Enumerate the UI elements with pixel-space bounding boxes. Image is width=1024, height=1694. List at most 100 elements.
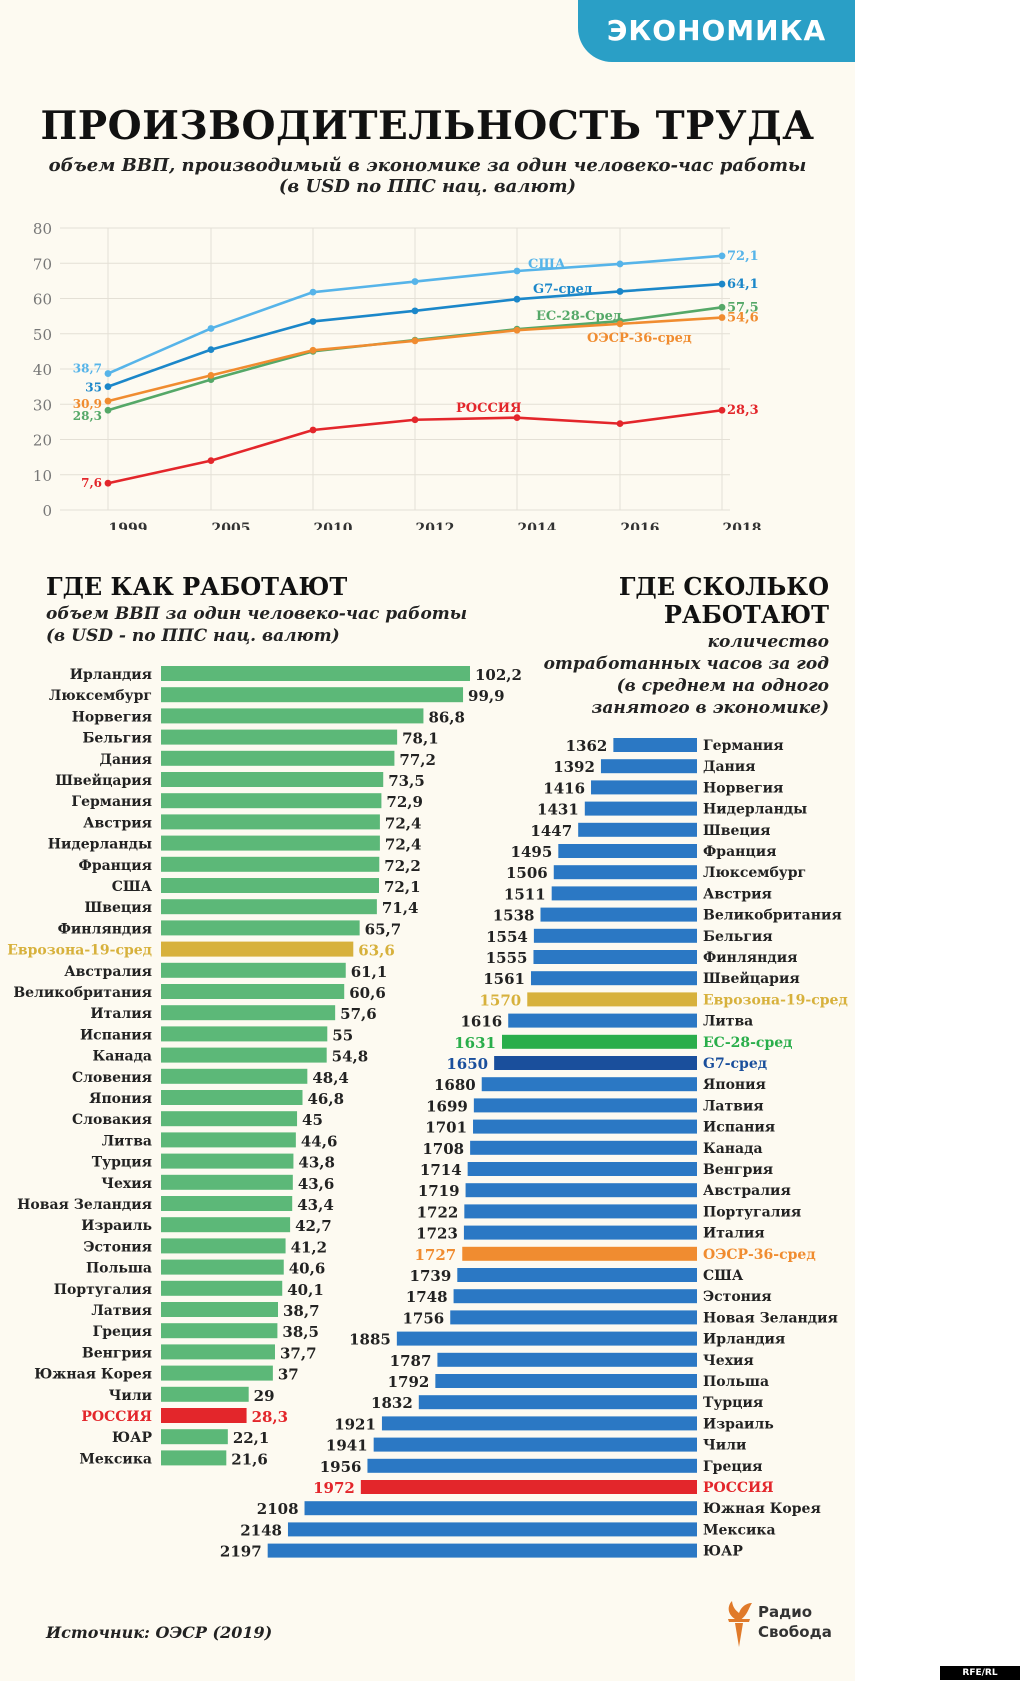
series-start-label: 30,9	[73, 397, 102, 411]
right-bar	[530, 971, 697, 986]
logo-line2: Свобода	[758, 1623, 832, 1641]
right-bar-category: Швеция	[703, 823, 770, 839]
left-bar-value: 37,7	[280, 1344, 317, 1362]
right-bar-category: Япония	[703, 1077, 766, 1093]
right-bar-category: Италия	[703, 1226, 765, 1242]
series-start-label: 38,7	[73, 362, 102, 376]
right-bar-category: Германия	[703, 738, 784, 754]
x-tick-label: 2005	[212, 521, 251, 530]
left-bar	[161, 1365, 273, 1381]
left-bar-value: 43,8	[298, 1154, 335, 1172]
right-bar-value: 1392	[553, 758, 595, 776]
left-bar-value: 72,2	[384, 857, 421, 875]
left-bar-category: Канада	[92, 1049, 152, 1065]
left-bar	[161, 729, 398, 745]
right-bar	[464, 1204, 697, 1219]
data-point	[309, 318, 317, 325]
x-tick-label: 2010	[314, 521, 353, 530]
left-bar-category: РОССИЯ	[81, 1409, 152, 1425]
left-bar-value: 45	[302, 1111, 323, 1129]
right-bar	[508, 1013, 697, 1028]
right-bar-category: Турция	[703, 1395, 763, 1411]
right-bar-value: 1680	[434, 1076, 476, 1094]
left-bar	[161, 962, 346, 978]
right-bar-category: Люксембург	[703, 865, 806, 881]
left-bar-value: 41,2	[291, 1238, 328, 1256]
right-bar-value: 1885	[349, 1331, 391, 1349]
left-chart-title: ГДЕ КАК РАБОТАЮТ	[46, 572, 348, 601]
left-bar	[161, 835, 380, 851]
right-bar-value: 1941	[326, 1437, 368, 1455]
right-bar-category: Испания	[703, 1120, 775, 1136]
left-bar	[161, 1323, 278, 1339]
series-name-label: ОЭСР-36-сред	[587, 331, 692, 346]
right-bar-category: Мексика	[703, 1522, 776, 1538]
series-name-label: РОССИЯ	[456, 401, 522, 416]
left-bar	[161, 1132, 296, 1148]
left-bar-value: 46,8	[307, 1090, 344, 1108]
right-bar-category: Ирландия	[703, 1332, 785, 1348]
data-point	[207, 325, 215, 332]
right-bar-value: 1748	[406, 1288, 448, 1306]
x-tick-label: 2018	[723, 521, 762, 530]
data-point	[104, 479, 112, 487]
radio-svoboda-logo[interactable]: Радио Свобода	[722, 1595, 832, 1651]
left-bar-value: 40,1	[287, 1281, 324, 1299]
left-bar-category: Словения	[72, 1070, 152, 1086]
left-bar-value: 61,1	[351, 963, 388, 981]
right-bar	[360, 1480, 697, 1494]
right-chart-subtitle-2: отработанных часов за год	[543, 654, 829, 674]
right-bar-category: США	[703, 1268, 744, 1284]
right-bar	[481, 1077, 697, 1092]
left-bar	[161, 1217, 291, 1233]
right-bar-value: 1921	[334, 1415, 376, 1433]
left-bar-value: 73,5	[388, 772, 425, 790]
right-bar	[463, 1225, 697, 1240]
data-point	[309, 288, 317, 296]
data-point	[513, 326, 521, 334]
data-point	[104, 406, 112, 414]
data-point	[207, 457, 215, 465]
left-bar-category: Австралия	[64, 964, 152, 980]
series-end-label: 54,6	[727, 311, 759, 326]
hours-bar-chart: 1362 Германия 1392 Дания 1416 Норвегия 1431 Нид…	[220, 737, 848, 1561]
right-bar-value: 1511	[504, 885, 546, 903]
data-point	[718, 303, 726, 311]
section-tag[interactable]: ЭКОНОМИКА	[578, 0, 855, 62]
right-bar-value: 1832	[371, 1394, 413, 1412]
data-point	[309, 346, 317, 354]
left-bar	[161, 708, 424, 724]
right-bar-value: 1723	[416, 1225, 458, 1243]
data-point	[309, 426, 317, 434]
left-bar-category: Ирландия	[70, 667, 152, 683]
right-bar-category: РОССИЯ	[703, 1480, 774, 1496]
right-bar-value: 1570	[480, 991, 522, 1009]
left-bar-value: 37	[278, 1366, 299, 1384]
left-bar-value: 28,3	[252, 1408, 289, 1426]
data-point	[104, 383, 112, 391]
series-start-label: 35	[85, 381, 102, 395]
left-bar-value: 44,6	[301, 1132, 338, 1150]
right-bar	[533, 928, 697, 943]
left-bar-value: 55	[332, 1026, 353, 1044]
left-bar-value: 57,6	[340, 1005, 377, 1023]
left-bar-category: Дания	[100, 752, 153, 768]
left-bar-category: Эстония	[83, 1239, 152, 1255]
right-bar	[453, 1289, 697, 1304]
left-bar-category: Люксембург	[49, 688, 152, 704]
right-bar	[494, 1056, 697, 1070]
line-chart: 0 10 20 30 40 50 60 70 80 1999 2005 2010 2012 2014 201…	[33, 220, 762, 530]
data-point	[616, 320, 624, 328]
right-bar-category: Литва	[703, 1014, 753, 1030]
left-bar	[161, 1344, 275, 1360]
left-bar-category: Турция	[92, 1155, 152, 1171]
right-bar-value: 2108	[257, 1500, 299, 1518]
right-bar-category: Австрия	[703, 886, 772, 902]
right-bar	[267, 1543, 697, 1558]
left-bar-category: Великобритания	[13, 985, 152, 1001]
right-bar-category: Венгрия	[703, 1162, 773, 1178]
y-tick-label: 70	[33, 255, 52, 273]
right-bar-category: Греция	[703, 1459, 762, 1475]
left-bar-value: 54,8	[332, 1048, 369, 1066]
right-bar-value: 1739	[410, 1267, 452, 1285]
